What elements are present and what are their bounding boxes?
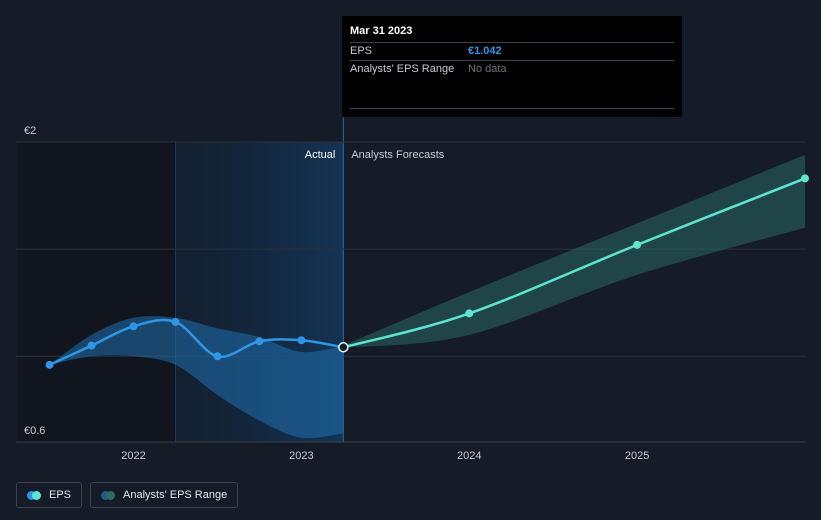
past-period-shade xyxy=(17,142,176,442)
tooltip-eps-label: EPS xyxy=(350,45,373,57)
tooltip-row-eps: EPS €1.042 xyxy=(350,42,674,60)
series-0-point-1 xyxy=(87,341,96,350)
eps-range-actual-band xyxy=(49,315,344,439)
eps-range-legend-icon xyxy=(101,490,116,500)
x-tick-label-2025: 2025 xyxy=(625,450,649,462)
legend-item-eps[interactable]: EPS xyxy=(16,482,83,508)
series-1-point-3 xyxy=(801,174,809,183)
series-0-point-2 xyxy=(129,322,138,331)
x-tick-label-2024: 2024 xyxy=(457,450,481,462)
series-0-point-6 xyxy=(297,336,306,345)
series-0-point-0 xyxy=(45,360,54,369)
series-0-point-4 xyxy=(213,352,222,361)
forecast-region-label: Analysts Forecasts xyxy=(351,149,444,161)
highlighted-point xyxy=(338,342,349,353)
tooltip-range-value: No data xyxy=(468,63,507,75)
eps-range-forecast-band xyxy=(343,154,805,348)
y-tick-label-bottom: €0.6 xyxy=(24,425,45,437)
tooltip-range-label: Analysts' EPS Range xyxy=(350,63,455,75)
series-line-1 xyxy=(343,177,806,349)
legend-label-eps: EPS xyxy=(49,489,72,501)
series-1-point-1 xyxy=(465,309,474,318)
legend: EPS Analysts' EPS Range xyxy=(16,482,239,508)
series-0-point-3 xyxy=(171,318,180,326)
series-0-point-5 xyxy=(255,337,264,346)
tooltip-row-range: Analysts' EPS Range No data xyxy=(350,60,674,78)
tooltip-divider xyxy=(350,108,674,109)
x-tick-label-2023: 2023 xyxy=(289,450,313,462)
tooltip-date: Mar 31 2023 xyxy=(350,25,413,37)
y-tick-label-top: €2 xyxy=(24,125,36,137)
tooltip-eps-value: €1.042 xyxy=(468,45,502,57)
series-1-point-2 xyxy=(633,240,642,249)
actual-region-label: Actual xyxy=(305,149,336,161)
legend-label-eps-range: Analysts' EPS Range xyxy=(123,489,228,501)
legend-item-eps-range[interactable]: Analysts' EPS Range xyxy=(90,482,239,508)
eps-legend-icon xyxy=(27,490,41,500)
tooltip: Mar 31 2023 EPS €1.042 Analysts' EPS Ran… xyxy=(342,16,682,117)
x-tick-label-2022: 2022 xyxy=(121,450,145,462)
